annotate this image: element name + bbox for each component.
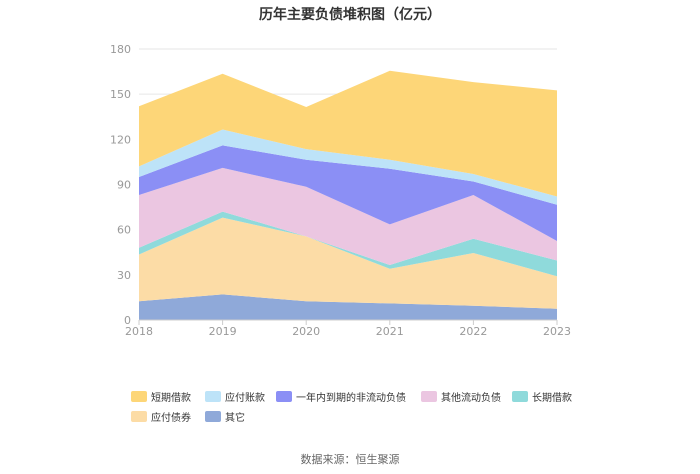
y-tick-label: 90 — [117, 179, 131, 192]
plot-areas — [139, 70, 557, 320]
legend-item[interactable]: 一年内到期的非流动负债 — [276, 391, 406, 404]
area-series-1[interactable] — [139, 217, 557, 309]
legend-swatch — [512, 391, 528, 402]
area-series-3[interactable] — [139, 167, 557, 265]
area-series-5[interactable] — [139, 129, 557, 205]
legend-label: 应付债券 — [151, 411, 191, 424]
x-tick-label: 2022 — [459, 325, 487, 338]
x-tick-label: 2019 — [209, 325, 237, 338]
axes: 2018 2019 2020 2021 2022 2023 — [125, 319, 571, 338]
y-tick-label: 120 — [110, 133, 131, 146]
legend-label: 其它 — [225, 411, 245, 424]
area-series-4[interactable] — [139, 145, 557, 241]
legend-label: 应付账款 — [225, 391, 265, 404]
y-tick-label: 60 — [117, 224, 131, 237]
legend-label: 一年内到期的非流动负债 — [296, 391, 406, 404]
legend-item[interactable]: 其它 — [205, 411, 245, 424]
data-source: 数据来源：恒生聚源 — [301, 452, 400, 466]
area-series-6[interactable] — [139, 70, 557, 197]
area-series-2[interactable] — [139, 211, 557, 277]
legend-swatch — [205, 391, 221, 402]
area-series-0[interactable] — [139, 294, 557, 320]
y-tick-label: 150 — [110, 88, 131, 101]
x-tick-label: 2021 — [376, 325, 404, 338]
legend-item[interactable]: 其他流动负债 — [421, 391, 501, 404]
x-tick-label: 2018 — [125, 325, 153, 338]
legend-item[interactable]: 应付账款 — [205, 391, 265, 404]
y-tick-label: 180 — [110, 43, 131, 56]
x-tick-label: 2020 — [292, 325, 320, 338]
legend-item[interactable]: 长期借款 — [512, 391, 572, 404]
y-tick-label: 0 — [124, 314, 131, 327]
legend-swatch — [131, 391, 147, 402]
chart-title: 历年主要负债堆积图（亿元） — [259, 6, 441, 23]
legend-label: 长期借款 — [532, 391, 572, 404]
legend-swatch — [131, 411, 147, 422]
x-tick-label: 2023 — [543, 325, 571, 338]
legend-item[interactable]: 应付债券 — [131, 411, 191, 424]
legend-swatch — [276, 391, 292, 402]
legend-item[interactable]: 短期借款 — [131, 391, 191, 404]
legend-swatch — [421, 391, 437, 402]
legend-label: 短期借款 — [151, 391, 191, 404]
legend-label: 其他流动负债 — [441, 391, 501, 404]
legend-swatch — [205, 411, 221, 422]
y-tick-label: 30 — [117, 269, 131, 282]
